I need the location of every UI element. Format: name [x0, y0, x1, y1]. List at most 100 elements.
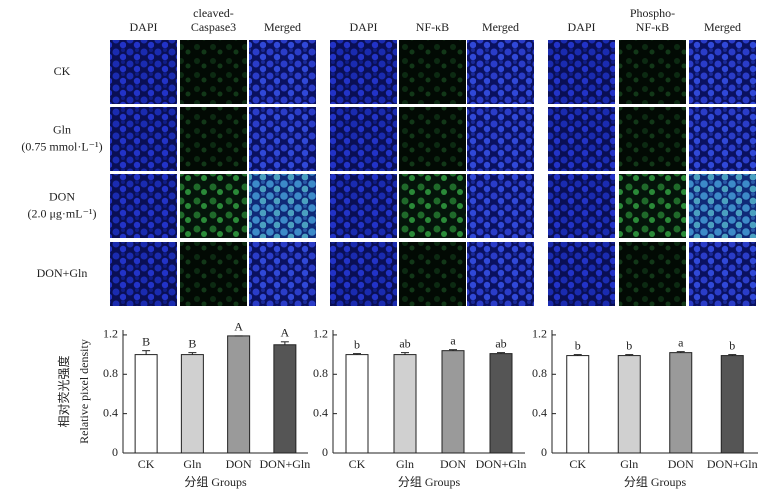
micrograph: [180, 242, 247, 306]
x-axis-label: 分组 Groups: [624, 475, 687, 489]
micrograph: [110, 40, 177, 104]
y-tick-label: 0.8: [313, 366, 328, 380]
significance-letter: A: [281, 326, 290, 340]
micrograph: [249, 40, 316, 104]
significance-letter: B: [142, 334, 150, 348]
bar: [393, 354, 417, 454]
micrograph: [689, 107, 756, 171]
x-tick-label: CK: [569, 457, 586, 471]
bar: [489, 353, 513, 454]
x-tick-label: DON+Gln: [259, 457, 310, 471]
column-header: Merged: [482, 20, 519, 34]
column-header: DAPI: [567, 20, 595, 34]
micrograph: [330, 242, 397, 306]
bar: [566, 355, 590, 454]
y-tick-label: 0: [322, 445, 328, 459]
x-axis-label: 分组 Groups: [398, 475, 461, 489]
bar: [345, 354, 369, 454]
row-label: (0.75 mmol·L⁻¹): [21, 139, 102, 153]
bar: [134, 354, 158, 454]
column-header: NF-κB: [416, 20, 449, 34]
y-tick-label: 1.2: [103, 327, 118, 341]
bar: [441, 350, 465, 454]
micrograph: [399, 242, 466, 306]
y-tick-label: 0.4: [532, 405, 547, 419]
significance-letter: b: [729, 338, 735, 352]
micrograph: [548, 107, 615, 171]
micrograph: [467, 242, 534, 306]
micrograph: [330, 174, 397, 238]
bar: [273, 344, 297, 454]
x-tick-label: Gln: [183, 457, 201, 471]
row-label: CK: [54, 64, 71, 78]
significance-letter: ab: [495, 336, 506, 350]
bar: [180, 354, 204, 454]
micrograph: [548, 40, 615, 104]
column-header: NF-κB: [636, 20, 669, 34]
bar: [617, 355, 641, 454]
column-header: DAPI: [349, 20, 377, 34]
y-tick-label: 1.2: [532, 327, 547, 341]
micrograph: [180, 40, 247, 104]
micrograph: [619, 242, 686, 306]
y-axis-label-zh: 相对荧光强度: [56, 355, 71, 427]
micrograph: [548, 242, 615, 306]
micrograph: [619, 107, 686, 171]
micrograph: [180, 107, 247, 171]
micrograph: [548, 174, 615, 238]
micrograph: [619, 40, 686, 104]
x-tick-label: DON: [226, 457, 252, 471]
y-tick-label: 1.2: [313, 327, 328, 341]
y-tick-label: 0.8: [103, 366, 118, 380]
column-header: Phospho-: [630, 6, 675, 20]
x-tick-label: DON+Gln: [707, 457, 758, 471]
row-label: Gln: [53, 122, 71, 136]
significance-letter: a: [450, 333, 456, 347]
x-tick-label: CK: [138, 457, 155, 471]
micrograph: [467, 40, 534, 104]
micrograph: [249, 242, 316, 306]
column-header: DAPI: [129, 20, 157, 34]
micrograph: [619, 174, 686, 238]
x-tick-label: CK: [349, 457, 366, 471]
significance-letter: b: [626, 338, 632, 352]
bar: [227, 335, 251, 454]
column-header: Merged: [264, 20, 301, 34]
significance-letter: b: [354, 337, 360, 351]
micrograph: [467, 107, 534, 171]
bar: [669, 352, 693, 454]
significance-letter: a: [678, 335, 684, 349]
micrograph: [249, 107, 316, 171]
micrograph: [330, 107, 397, 171]
column-header: Merged: [704, 20, 741, 34]
micrograph: [467, 174, 534, 238]
significance-letter: A: [234, 320, 243, 334]
y-tick-label: 0.8: [532, 366, 547, 380]
row-label: DON+Gln: [37, 266, 88, 280]
column-header: cleaved-: [193, 6, 234, 20]
micrograph: [110, 107, 177, 171]
significance-letter: B: [188, 336, 196, 350]
significance-letter: b: [575, 338, 581, 352]
micrograph: [689, 242, 756, 306]
y-tick-label: 0: [541, 445, 547, 459]
micrograph: [689, 174, 756, 238]
x-tick-label: DON: [440, 457, 466, 471]
y-tick-label: 0.4: [103, 405, 118, 419]
micrograph: [180, 174, 247, 238]
micrograph: [399, 174, 466, 238]
micrograph: [399, 107, 466, 171]
micrograph: [110, 242, 177, 306]
y-tick-label: 0.4: [313, 405, 328, 419]
x-axis-label: 分组 Groups: [184, 475, 247, 489]
micrograph: [689, 40, 756, 104]
micrograph: [249, 174, 316, 238]
row-label: (2.0 μg·mL⁻¹): [27, 206, 96, 220]
bar: [720, 355, 744, 454]
y-axis-label: Relative pixel density: [77, 339, 91, 444]
micrograph: [399, 40, 466, 104]
row-label: DON: [49, 189, 75, 203]
x-tick-label: Gln: [396, 457, 414, 471]
y-tick-label: 0: [112, 445, 118, 459]
